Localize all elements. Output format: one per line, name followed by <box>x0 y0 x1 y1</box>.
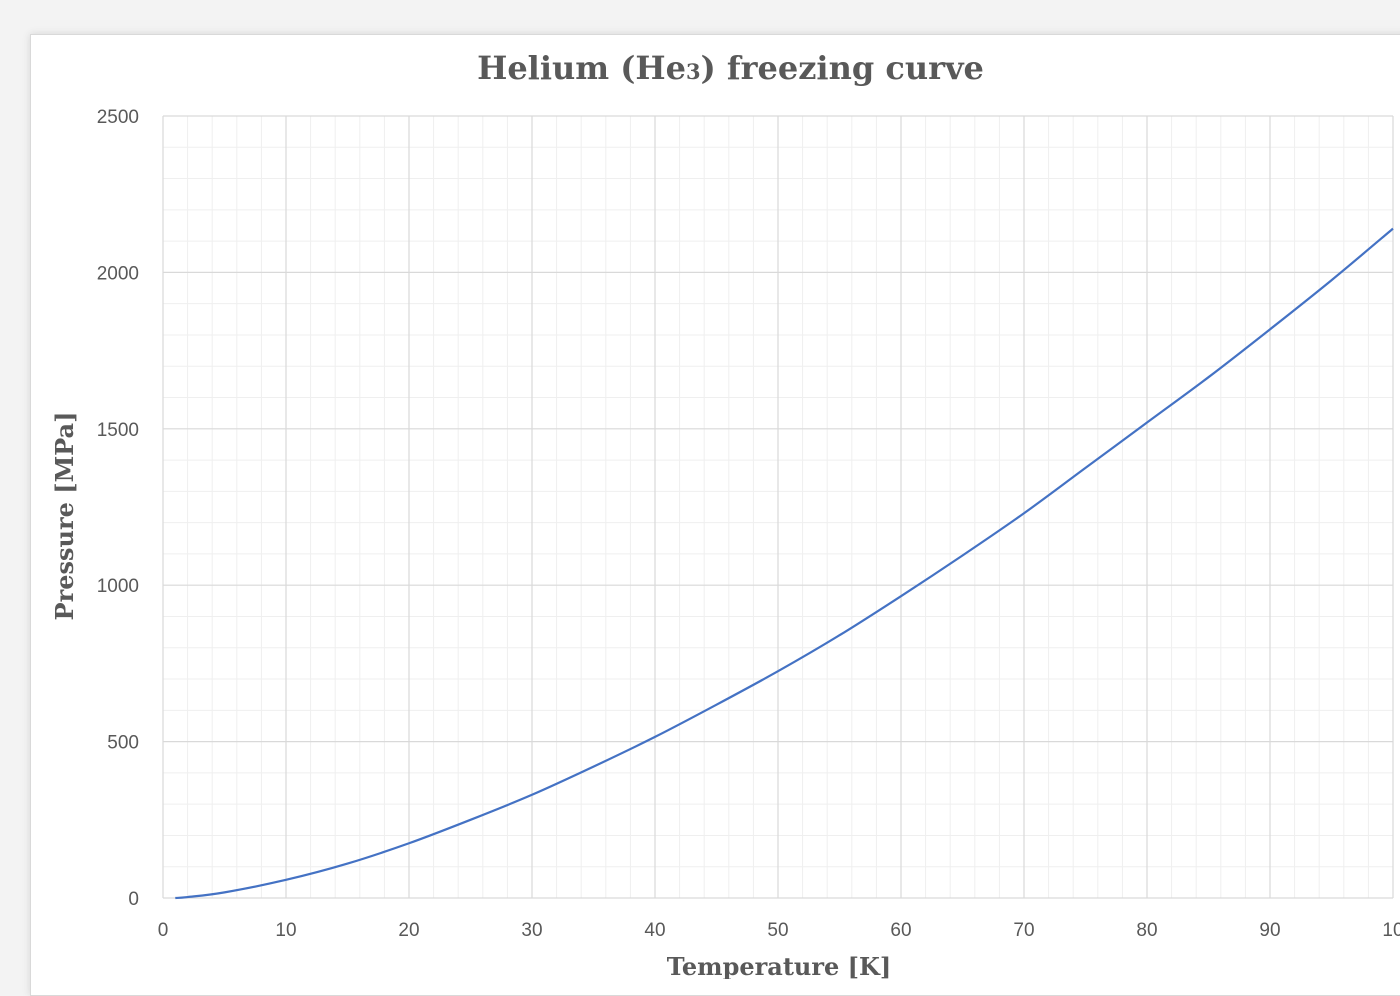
x-tick-label: 10 <box>275 920 296 941</box>
y-tick-label: 500 <box>107 733 139 754</box>
x-tick-label: 40 <box>644 920 665 941</box>
chart-title-main: Helium (He <box>477 49 686 87</box>
x-tick-label: 10 <box>1382 920 1400 941</box>
y-axis-title: Pressure [MPa] <box>50 412 79 621</box>
x-tick-label: 90 <box>1259 920 1280 941</box>
y-tick-label: 2500 <box>97 107 139 128</box>
y-tick-label: 1000 <box>97 576 139 597</box>
x-tick-label: 70 <box>1013 920 1034 941</box>
y-tick-label: 2000 <box>97 263 139 284</box>
y-tick-label: 1500 <box>97 420 139 441</box>
series-line <box>175 227 1394 900</box>
chart-title-suffix: ) freezing curve <box>700 49 984 87</box>
x-tick-label: 80 <box>1136 920 1157 941</box>
x-axis-title: Temperature [K] <box>667 952 891 979</box>
x-axis-tick-labels: 0 10 20 30 40 50 60 70 80 90 10 <box>158 920 1400 941</box>
x-tick-label: 30 <box>521 920 542 941</box>
y-axis-tick-labels: 0 500 1000 1500 2000 2500 <box>97 107 139 910</box>
series-layer <box>175 227 1394 900</box>
chart-title-subscript: 3 <box>685 59 701 84</box>
x-tick-label: 50 <box>767 920 788 941</box>
x-tick-label: 20 <box>398 920 419 941</box>
x-tick-label: 60 <box>890 920 911 941</box>
major-grid <box>162 115 1394 899</box>
x-tick-label: 0 <box>158 920 169 941</box>
y-tick-label: 0 <box>128 889 139 910</box>
chart-title: Helium (He3) freezing curve <box>0 52 1400 84</box>
